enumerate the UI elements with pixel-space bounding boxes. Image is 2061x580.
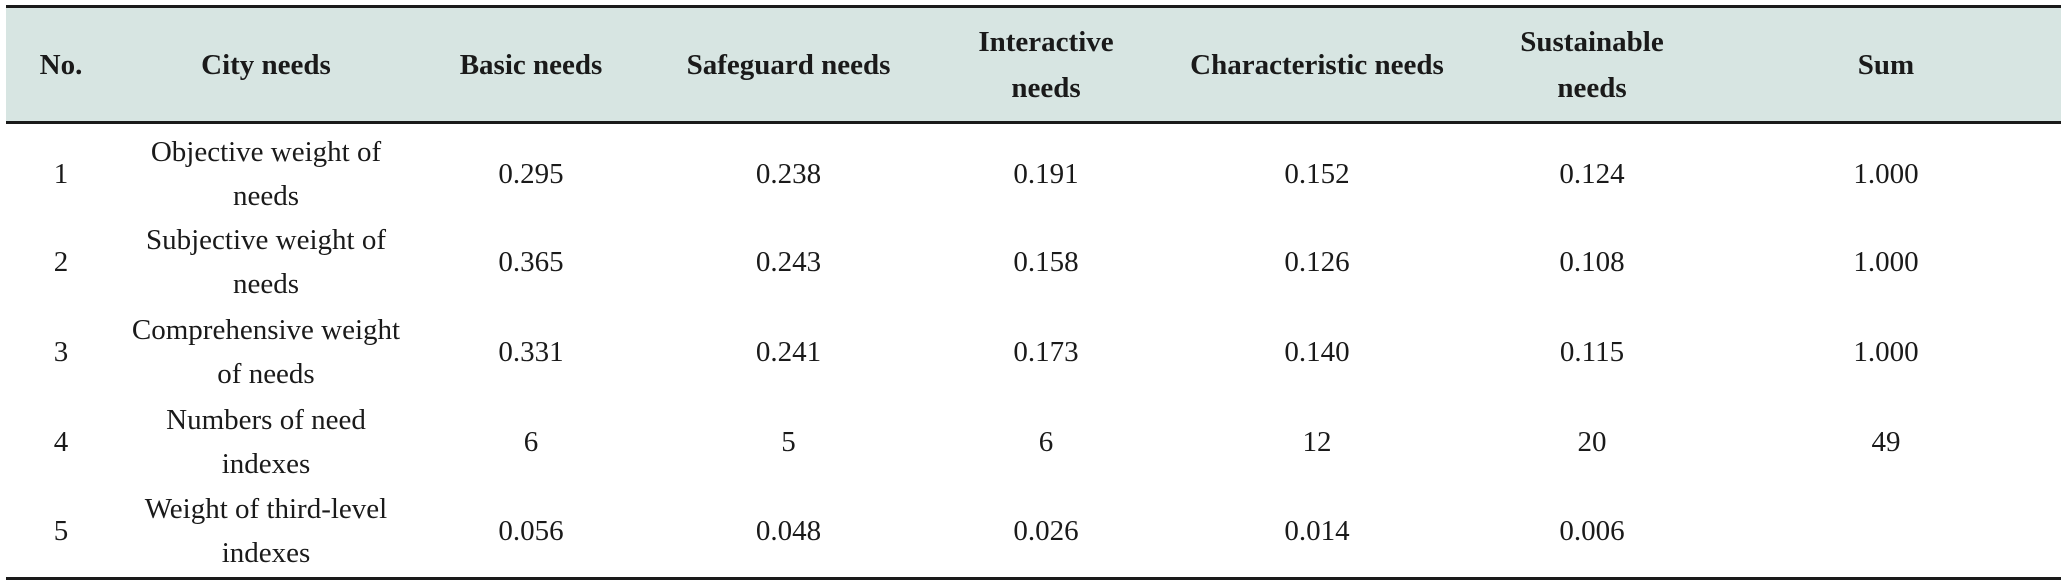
header-sum: Sum [1857, 48, 1915, 81]
cell-no: 5 [53, 515, 69, 548]
cell-no: 2 [53, 246, 69, 278]
table-row: 1 Objective weight of needs 0.295 0.238 … [6, 123, 2061, 219]
cell-basic-needs: 6 [523, 426, 539, 458]
header-city-needs: City needs [201, 48, 331, 81]
header-basic-needs: Basic needs [459, 48, 603, 81]
cell-interactive-needs: 0.026 [1013, 515, 1079, 548]
cell-sustainable-needs: 0.115 [1559, 336, 1625, 368]
cell-safeguard-needs: 0.241 [755, 336, 822, 368]
cell-characteristic-needs: 12 [1302, 426, 1332, 458]
cell-sustainable-needs: 0.108 [1559, 246, 1625, 278]
cell-basic-needs: 0.365 [498, 246, 564, 278]
weights-table-container: No. City needs Basic needs Safeguard nee… [6, 5, 2061, 580]
cell-city-needs: Comprehensive weight of needs [131, 314, 401, 390]
header-characteristic-needs: Characteristic needs [1190, 48, 1444, 81]
cell-characteristic-needs: 0.014 [1284, 515, 1350, 548]
table-body: 1 Objective weight of needs 0.295 0.238 … [6, 123, 2061, 578]
cell-characteristic-needs: 0.152 [1284, 158, 1350, 190]
header-interactive-needs: Interactive needs [978, 25, 1114, 104]
cell-interactive-needs: 0.191 [1013, 158, 1079, 190]
table-row: 4 Numbers of need indexes 6 5 6 12 20 49 [6, 398, 2061, 486]
cell-basic-needs: 0.056 [498, 515, 564, 548]
cell-no: 1 [53, 158, 69, 190]
city-needs-weights-table: No. City needs Basic needs Safeguard nee… [6, 5, 2061, 580]
cell-sum: 49 [1871, 426, 1901, 458]
cell-no: 3 [53, 336, 69, 368]
cell-sum [1711, 486, 2061, 578]
cell-basic-needs: 0.331 [498, 336, 564, 368]
header-row: No. City needs Basic needs Safeguard nee… [6, 6, 2061, 123]
cell-characteristic-needs: 0.140 [1284, 336, 1350, 368]
cell-city-needs: Objective weight of needs [150, 136, 382, 212]
cell-interactive-needs: 0.173 [1013, 336, 1079, 368]
table-row: 3 Comprehensive weight of needs 0.331 0.… [6, 306, 2061, 398]
cell-interactive-needs: 6 [1038, 426, 1054, 458]
table-header: No. City needs Basic needs Safeguard nee… [6, 6, 2061, 123]
cell-sum: 1.000 [1853, 246, 1919, 278]
header-safeguard-needs: Safeguard needs [686, 48, 891, 81]
cell-interactive-needs: 0.158 [1013, 246, 1079, 278]
cell-sum: 1.000 [1853, 336, 1919, 368]
table-row: 2 Subjective weight of needs 0.365 0.243… [6, 218, 2061, 306]
cell-no: 4 [53, 426, 69, 458]
cell-basic-needs: 0.295 [498, 158, 564, 190]
cell-city-needs: Numbers of need indexes [166, 404, 366, 480]
header-sustainable-needs: Sustainable needs [1520, 25, 1664, 104]
header-no: No. [39, 48, 83, 81]
table-row: 5 Weight of third-level indexes 0.056 0.… [6, 486, 2061, 578]
cell-sustainable-needs: 20 [1577, 426, 1607, 458]
cell-safeguard-needs: 0.238 [755, 158, 822, 190]
cell-sustainable-needs: 0.124 [1559, 158, 1625, 190]
cell-sum: 1.000 [1853, 158, 1919, 190]
cell-safeguard-needs: 0.048 [755, 515, 822, 548]
cell-city-needs: Subjective weight of needs [145, 224, 386, 300]
cell-safeguard-needs: 5 [781, 426, 796, 458]
cell-characteristic-needs: 0.126 [1284, 246, 1350, 278]
cell-sustainable-needs: 0.006 [1559, 515, 1625, 548]
cell-safeguard-needs: 0.243 [755, 246, 822, 278]
cell-city-needs: Weight of third-level indexes [144, 493, 388, 570]
